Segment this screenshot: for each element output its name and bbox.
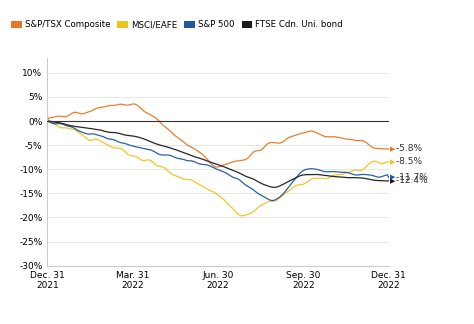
Text: -12.4%: -12.4% [393, 176, 428, 185]
Text: -11.7%: -11.7% [393, 173, 428, 182]
Text: -5.8%: -5.8% [393, 145, 422, 154]
Text: ▶: ▶ [390, 146, 395, 152]
Text: -8.5%: -8.5% [393, 157, 422, 167]
Legend: S&P/TSX Composite, MSCI/EAFE, S&P 500, FTSE Cdn. Uni. bond: S&P/TSX Composite, MSCI/EAFE, S&P 500, F… [8, 17, 346, 33]
Text: ▶: ▶ [390, 174, 395, 180]
Text: ▶: ▶ [390, 178, 395, 184]
Text: ▶: ▶ [390, 159, 395, 165]
